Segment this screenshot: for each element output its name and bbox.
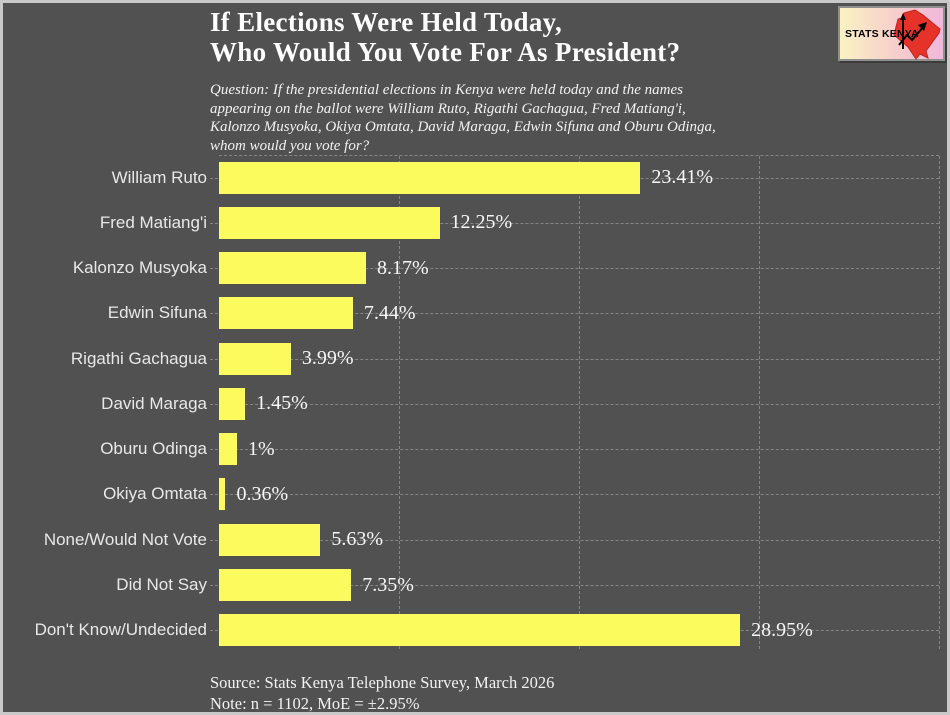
gridline-vertical xyxy=(399,156,400,649)
bar-track: 0.36% xyxy=(210,472,939,517)
bar xyxy=(219,297,353,330)
gridline-horizontal xyxy=(210,313,939,315)
kenya-map-icon xyxy=(893,9,941,60)
chart-row: Kalonzo Musyoka 8.17% xyxy=(3,246,947,291)
bar xyxy=(219,433,237,466)
value-label: 5.63% xyxy=(331,528,383,551)
category-label: Rigathi Gachagua xyxy=(70,348,207,368)
bar-track: 1.45% xyxy=(210,381,939,426)
chart-title: If Elections Were Held Today, Who Would … xyxy=(210,7,681,67)
value-label: 1% xyxy=(248,437,275,460)
sample-note: Note: n = 1102, MoE = ±2.95% xyxy=(210,694,420,713)
bar xyxy=(219,252,367,285)
gridline-horizontal xyxy=(210,539,939,541)
bar-chart: William Ruto 23.41% Fred Matiang'i 12.25% Ka… xyxy=(3,155,947,653)
source-note: Source: Stats Kenya Telephone Survey, Ma… xyxy=(210,673,555,692)
category-label: Don't Know/Undecided xyxy=(34,620,207,640)
bar-track: 1% xyxy=(210,427,939,472)
bar-track: 28.95% xyxy=(210,608,939,653)
value-label: 0.36% xyxy=(236,482,289,505)
bar xyxy=(219,569,352,602)
bar xyxy=(219,387,246,420)
value-label: 12.25% xyxy=(450,211,513,234)
gridline-vertical xyxy=(579,156,580,649)
gridline-horizontal xyxy=(210,449,939,451)
chart-row: Okiya Omtata 0.36% xyxy=(3,472,947,517)
value-label: 3.99% xyxy=(301,347,354,370)
category-label: Edwin Sifuna xyxy=(107,303,207,323)
chart-row: David Maraga 1.45% xyxy=(3,381,947,426)
chart-footer: Source: Stats Kenya Telephone Survey, Ma… xyxy=(210,672,555,713)
gridline-vertical xyxy=(759,156,760,649)
bar xyxy=(219,523,321,556)
value-label: 7.35% xyxy=(362,573,414,596)
bar-track: 23.41% xyxy=(210,155,939,200)
chart-subtitle: Question: If the presidential elections … xyxy=(210,82,716,154)
bar xyxy=(219,161,641,194)
chart-row: Don't Know/Undecided 28.95% xyxy=(3,608,947,653)
chart-row: Did Not Say 7.35% xyxy=(3,562,947,607)
category-label: Kalonzo Musyoka xyxy=(72,258,207,278)
gridline-horizontal xyxy=(210,585,939,587)
value-label: 7.44% xyxy=(363,301,416,324)
chart-row: None/Would Not Vote 5.63% xyxy=(3,517,947,562)
gridline-horizontal xyxy=(210,222,939,224)
value-label: 1.45% xyxy=(256,392,308,415)
category-label: Okiya Omtata xyxy=(103,484,207,504)
value-label: 8.17% xyxy=(377,256,429,279)
category-label: Oburu Odinga xyxy=(100,439,207,459)
bar-track: 3.99% xyxy=(210,336,939,381)
category-label: William Ruto xyxy=(111,167,207,187)
category-label: None/Would Not Vote xyxy=(43,529,207,549)
bar xyxy=(219,614,741,647)
gridline-horizontal xyxy=(210,403,939,405)
bar-track: 7.44% xyxy=(210,291,939,336)
bar-track: 5.63% xyxy=(210,517,939,562)
gridline-horizontal xyxy=(210,358,939,360)
bar xyxy=(219,478,226,511)
gridline-horizontal xyxy=(210,494,939,496)
gridline-horizontal xyxy=(210,268,939,270)
bar xyxy=(219,342,291,375)
value-label: 23.41% xyxy=(651,166,714,189)
chart-row: Fred Matiang'i 12.25% xyxy=(3,200,947,245)
bar xyxy=(219,206,440,239)
plot-gridlines xyxy=(219,155,940,653)
category-label: Fred Matiang'i xyxy=(99,212,207,232)
value-label: 28.95% xyxy=(751,618,813,641)
logo-text: STATS KENYA xyxy=(845,27,919,40)
bar-track: 8.17% xyxy=(210,246,939,291)
bar-track: 7.35% xyxy=(210,562,939,607)
chart-row: Edwin Sifuna 7.44% xyxy=(3,291,947,336)
stats-kenya-logo: STATS KENYA xyxy=(838,6,945,61)
category-label: David Maraga xyxy=(101,393,207,413)
chart-row: Oburu Odinga 1% xyxy=(3,427,947,472)
chart-row: William Ruto 23.41% xyxy=(3,155,947,200)
chart-row: Rigathi Gachagua 3.99% xyxy=(3,336,947,381)
category-label: Did Not Say xyxy=(116,575,207,595)
bar-track: 12.25% xyxy=(210,200,939,245)
gridline-vertical xyxy=(939,156,940,649)
